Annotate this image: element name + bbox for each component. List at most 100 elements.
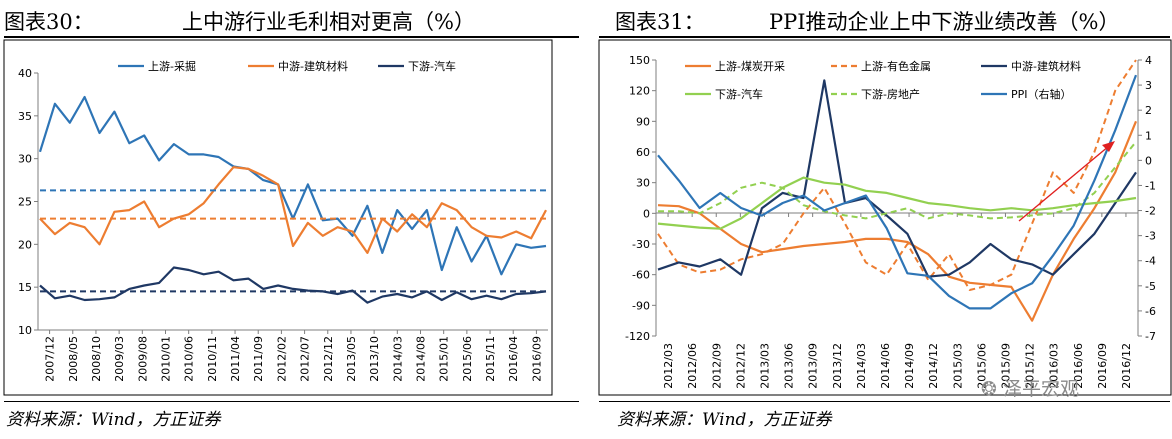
right-x-tick-label: 2014/09 xyxy=(903,343,916,389)
left-source: 资料来源：Wind，方正证券 xyxy=(6,410,221,430)
left-x-tick-label: 2010/01 xyxy=(160,336,173,382)
right-y-tick-label-right: 1 xyxy=(1145,129,1152,142)
right-y-tick-label-right: -1 xyxy=(1145,179,1156,192)
right-x-tick-label: 2016/12 xyxy=(1120,343,1133,389)
right-series-line-5 xyxy=(657,74,1138,310)
left-series-line-1 xyxy=(39,166,547,254)
left-y-tick-label: 20 xyxy=(18,238,32,251)
left-plot-frame xyxy=(3,39,553,396)
left-x-tick-label: 2015/01 xyxy=(438,336,451,382)
right-y-tick-label: 30 xyxy=(636,177,650,190)
left-title-rule xyxy=(4,36,579,38)
right-plot-frame xyxy=(598,39,1172,396)
right-x-tick-label: 2014/12 xyxy=(927,343,940,389)
left-y-tick-label: 35 xyxy=(18,110,32,123)
right-x-tick-label: 2012/06 xyxy=(686,343,699,389)
right-legend-label: 下游-汽车 xyxy=(715,87,763,101)
right-y-tick-label: -120 xyxy=(625,330,650,343)
right-series-line-3 xyxy=(657,176,1137,230)
right-y-tick-label-right: -3 xyxy=(1145,230,1156,243)
right-chart-title: PPI推动企业上中下游业绩改善（%） xyxy=(769,10,1120,34)
right-figure-label: 图表31： xyxy=(615,10,705,34)
wechat-icon: ❂ xyxy=(981,378,997,400)
left-legend-label: 下游-汽车 xyxy=(408,59,456,73)
left-x-tick-label: 2012/02 xyxy=(275,336,288,382)
right-y-tick-label-right: -6 xyxy=(1145,305,1156,318)
left-source-rule xyxy=(4,401,579,402)
right-x-tick-label: 2015/12 xyxy=(1024,343,1037,389)
left-x-tick-label: 2008/10 xyxy=(90,336,103,382)
right-y-tick-label: -60 xyxy=(632,269,650,282)
right-y-tick-label: -30 xyxy=(632,238,650,251)
right-x-tick-label: 2013/06 xyxy=(783,343,796,389)
left-x-tick-label: 2011/04 xyxy=(229,336,242,382)
right-x-tick-label: 2014/03 xyxy=(855,343,868,389)
right-y-tick-label: 60 xyxy=(636,146,650,159)
left-x-tick-label: 2016/09 xyxy=(530,336,543,382)
right-y-tick-label: 120 xyxy=(629,85,650,98)
left-y-tick-label: 40 xyxy=(18,67,32,80)
left-y-tick-label: 25 xyxy=(18,196,32,209)
left-figure-title-row: 图表30： 上中游行业毛利相对更高（%） xyxy=(0,2,583,36)
left-figure: 图表30： 上中游行业毛利相对更高（%） 10 15 20 25 30 35 40 2007/… xyxy=(0,0,583,439)
right-y-tick-label-right: 0 xyxy=(1145,154,1152,167)
right-legend-label: 下游-房地产 xyxy=(861,87,920,101)
right-source-rule xyxy=(599,401,1170,402)
right-legend-label: 上游-有色金属 xyxy=(861,59,931,73)
right-x-tick-label: 2013/09 xyxy=(807,343,820,389)
left-y-tick-label: 15 xyxy=(18,281,32,294)
right-figure: 图表31： PPI推动企业上中下游业绩改善（%） -120 -90 -60 -30 0 3… xyxy=(589,0,1172,439)
right-y-tick-label: 0 xyxy=(643,207,650,220)
right-y-tick-label-right: -7 xyxy=(1145,330,1156,343)
left-x-tick-label: 2013/10 xyxy=(368,336,381,382)
right-x-tick-label: 2012/12 xyxy=(734,343,747,389)
right-x-tick-label: 2012/03 xyxy=(662,343,675,389)
right-x-tick-label: 2014/06 xyxy=(879,343,892,389)
left-legend-label: 上游-采掘 xyxy=(148,59,196,73)
right-y-tick-label-right: 2 xyxy=(1145,104,1152,117)
right-chart: -120-90-60-300306090120150-7-6-5-4-3-2-1… xyxy=(598,39,1172,396)
trend-arrow-head xyxy=(1102,141,1115,152)
left-chart: 10 15 20 25 30 35 40 2007/12 2008/05 2008/10 2009/… xyxy=(3,39,553,396)
right-y-tick-label-right: 4 xyxy=(1145,54,1152,67)
right-series-line-1 xyxy=(657,59,1137,291)
left-x-tick-label: 2010/11 xyxy=(206,336,219,382)
watermark-text: 泽平宏观 xyxy=(1002,378,1079,400)
right-legend-label: 中游-建筑材料 xyxy=(1011,59,1081,73)
right-y-tick-label: 150 xyxy=(629,54,650,67)
right-x-tick-label: 2013/03 xyxy=(758,343,771,389)
right-source: 资料来源：Wind，方正证券 xyxy=(617,410,832,430)
left-y-tick-label: 30 xyxy=(18,153,32,166)
right-x-tick-label: 2015/09 xyxy=(999,343,1012,389)
right-series-line-0 xyxy=(657,120,1138,322)
left-x-tick-label: 2009/08 xyxy=(136,336,149,382)
right-x-tick-label: 2015/06 xyxy=(975,343,988,389)
left-x-tick-label: 2010/06 xyxy=(183,336,196,382)
right-x-tick-label: 2012/09 xyxy=(710,343,723,389)
right-legend-label: PPI（右轴） xyxy=(1011,87,1072,101)
right-title-rule xyxy=(599,36,1170,38)
right-y-tick-label-right: 3 xyxy=(1145,79,1152,92)
trend-arrow xyxy=(1018,145,1110,222)
left-legend-label: 中游-建筑材料 xyxy=(278,59,348,73)
left-series-line-2 xyxy=(39,266,547,304)
left-x-tick-label: 2008/05 xyxy=(67,336,80,382)
left-x-tick-label: 2014/03 xyxy=(391,336,404,382)
right-x-tick-label: 2015/03 xyxy=(951,343,964,389)
right-legend-label: 上游-煤炭开采 xyxy=(715,60,785,73)
right-y-tick-label-right: -4 xyxy=(1145,255,1156,268)
left-series-line-0 xyxy=(38,95,547,276)
right-y-tick-label: 90 xyxy=(636,115,650,128)
right-y-tick-label: -90 xyxy=(632,299,650,312)
left-x-tick-label: 2015/11 xyxy=(484,336,497,382)
left-x-tick-label: 2007/12 xyxy=(44,336,57,382)
left-x-tick-label: 2014/08 xyxy=(415,336,428,382)
right-x-tick-label: 2013/12 xyxy=(831,343,844,389)
right-y-tick-label-right: -2 xyxy=(1145,205,1156,218)
left-x-tick-label: 2016/04 xyxy=(507,336,520,382)
left-chart-title: 上中游行业毛利相对更高（%） xyxy=(182,10,475,34)
right-y-tick-label-right: -5 xyxy=(1145,280,1156,293)
left-x-tick-label: 2009/03 xyxy=(113,336,126,382)
left-x-tick-label: 2013/05 xyxy=(345,336,358,382)
right-figure-title-row: 图表31： PPI推动企业上中下游业绩改善（%） xyxy=(589,2,1172,36)
